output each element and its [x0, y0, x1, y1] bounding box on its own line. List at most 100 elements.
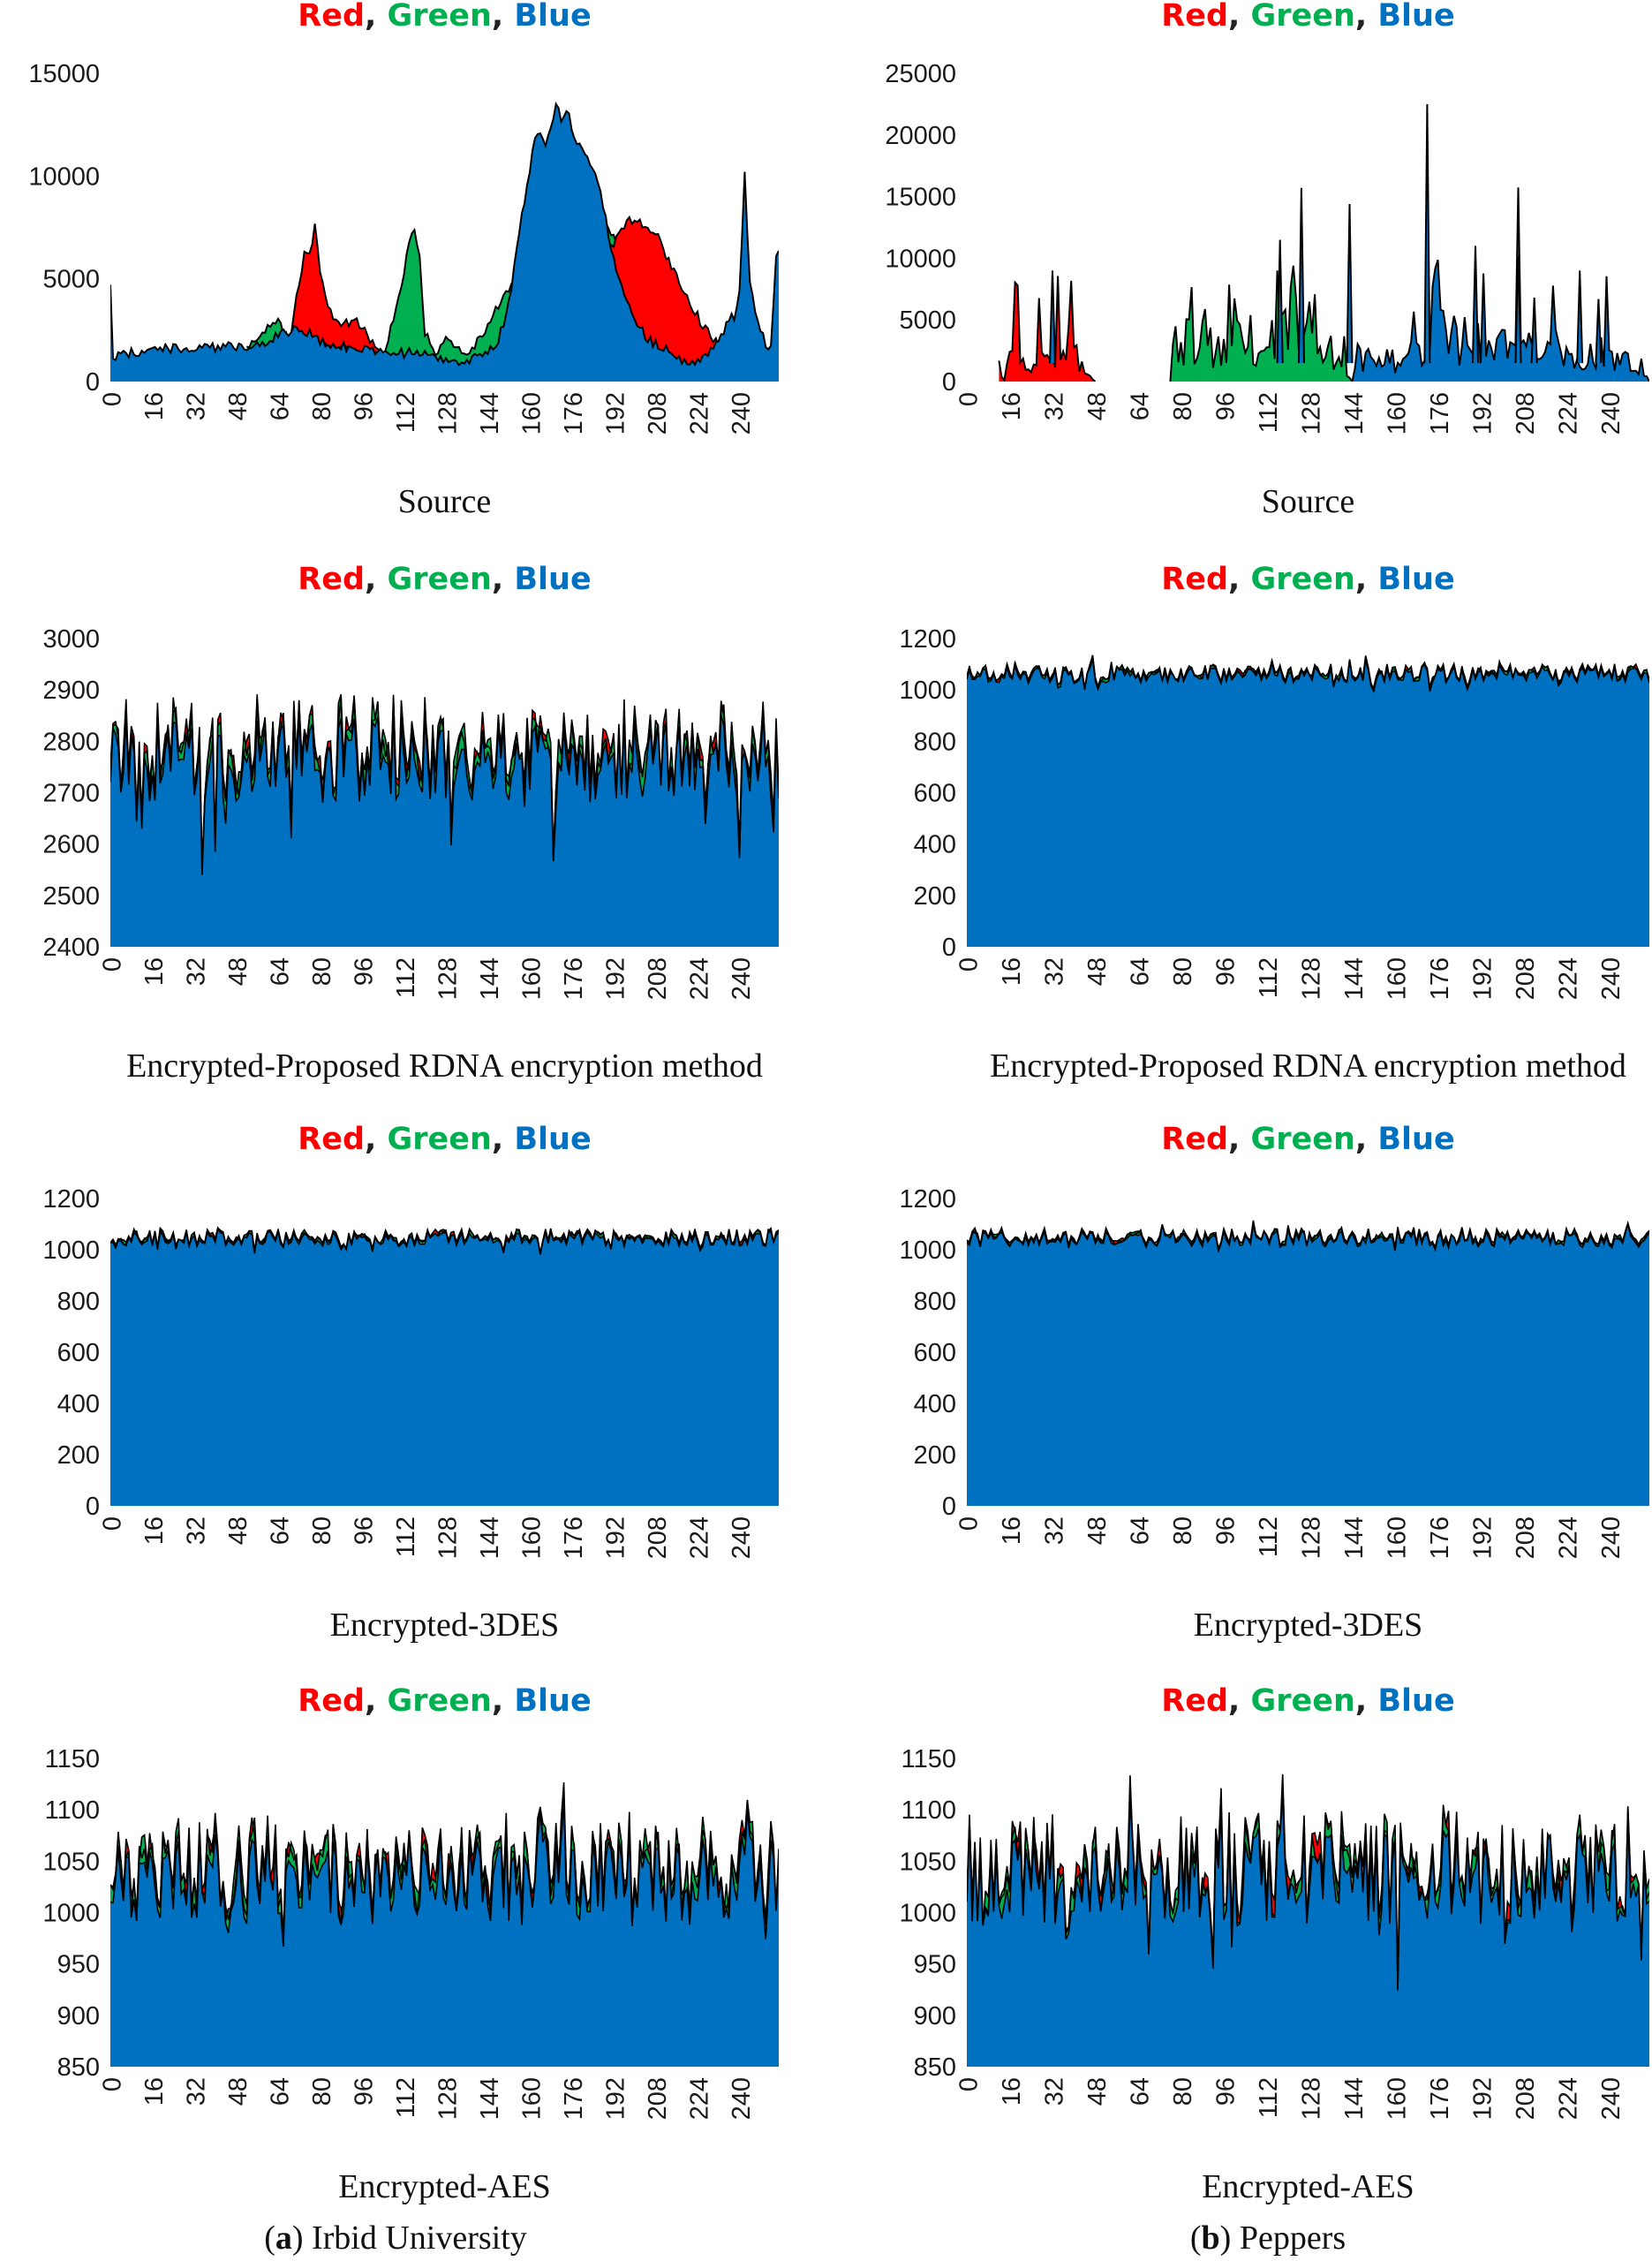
legend-separator: ,: [1355, 1683, 1377, 1719]
chart-b-1: Red, Green, Blue 0 200 400 600 800 1000 1200 0 16…: [899, 562, 1649, 1085]
x-tick-label: 48: [1083, 392, 1112, 420]
x-tick-label: 208: [1512, 2077, 1540, 2120]
x-tick-label: 64: [266, 1516, 294, 1545]
x-tick-label: 64: [1127, 957, 1155, 986]
series-outline-blue: [967, 658, 1649, 693]
legend-red: Red: [1161, 1683, 1228, 1719]
legend-blue: Blue: [514, 1683, 591, 1719]
spike: [1471, 246, 1479, 364]
x-tick-label: 176: [1426, 957, 1454, 1000]
series-blue-area: [110, 715, 779, 947]
legend-red: Red: [298, 0, 365, 34]
chart-b-3: Red, Green, Blue 850 900 950 1000 1050 1100 115…: [899, 1683, 1649, 2205]
x-tick-label: 144: [1340, 392, 1369, 435]
x-tick-label: 48: [1083, 1516, 1112, 1545]
chart-a-0-caption: Source: [398, 483, 492, 520]
legend-separator: ,: [365, 1122, 387, 1157]
y-tick-label: 950: [57, 1951, 100, 1979]
y-tick-label: 800: [57, 1288, 100, 1316]
y-tick-label: 950: [914, 1951, 956, 1979]
x-tick-label: 224: [1555, 957, 1583, 1000]
series-outline-blue: [110, 1228, 779, 1255]
y-tick-label: 1150: [901, 1745, 956, 1773]
y-tick-label: 2700: [42, 780, 100, 808]
x-tick-label: 240: [728, 2077, 756, 2120]
chart-b-1-legend: Red, Green, Blue: [1161, 562, 1454, 597]
chart-b-2: Red, Green, Blue 0 200 400 600 800 1000 1200 0 16…: [899, 1122, 1649, 1644]
x-tick-label: 176: [1426, 1516, 1454, 1559]
x-tick-label: 64: [266, 957, 294, 986]
y-tick-label: 2600: [42, 831, 100, 859]
y-tick-label: 600: [57, 1339, 100, 1367]
x-tick-label: 240: [1597, 392, 1626, 435]
x-tick-label: 160: [517, 2077, 546, 2120]
x-tick-label: 208: [644, 2077, 672, 2120]
y-tick-label: 2900: [42, 677, 100, 705]
y-tick-label: 3000: [42, 625, 100, 654]
column-caption-a-letter: a: [275, 2219, 292, 2257]
x-tick-label: 80: [1169, 1516, 1197, 1545]
series-red-outline: [277, 223, 384, 359]
y-tick-label: 200: [914, 1441, 956, 1470]
x-tick-label: 0: [955, 392, 984, 406]
legend-separator: ,: [1355, 1122, 1377, 1157]
chart-a-1-caption: Encrypted-Proposed RDNA encryption metho…: [126, 1047, 763, 1085]
legend-separator: ,: [492, 0, 514, 34]
x-tick-label: 32: [182, 2077, 210, 2106]
y-tick-label: 900: [57, 2002, 100, 2030]
x-tick-label: 176: [1426, 392, 1454, 435]
legend-red: Red: [1161, 1122, 1228, 1157]
y-tick-label: 900: [914, 2002, 956, 2030]
x-tick-label: 96: [1212, 957, 1241, 986]
legend-blue: Blue: [514, 0, 591, 34]
legend-separator: ,: [1228, 1122, 1250, 1157]
y-tick-label: 20000: [885, 122, 956, 150]
series-blue-area: [110, 1229, 779, 1506]
x-tick-label: 96: [350, 957, 378, 986]
y-tick-label: 1000: [899, 677, 956, 705]
x-tick-label: 96: [1212, 392, 1241, 420]
chart-a-3-legend: Red, Green, Blue: [298, 1683, 591, 1719]
legend-green: Green: [388, 1683, 492, 1719]
y-tick-label: 0: [86, 1493, 100, 1521]
spike: [1346, 203, 1354, 364]
x-tick-label: 48: [1083, 2077, 1112, 2106]
x-tick-label: 96: [1212, 2077, 1241, 2106]
x-tick-label: 160: [517, 957, 546, 1000]
x-tick-label: 192: [1469, 392, 1497, 435]
x-tick-label: 64: [266, 2077, 294, 2106]
legend-green: Green: [1251, 1122, 1355, 1157]
y-tick-label: 850: [57, 2053, 100, 2082]
x-tick-label: 32: [1041, 957, 1069, 986]
x-tick-label: 240: [1597, 1516, 1626, 1559]
legend-blue: Blue: [514, 1122, 591, 1157]
x-tick-label: 0: [98, 392, 126, 406]
x-tick-label: 144: [1340, 957, 1369, 1000]
series-outline-blue: [967, 1223, 1649, 1254]
chart-a-3: Red, Green, Blue 850 900 950 1000 1050 1100 115…: [42, 1683, 779, 2205]
y-tick-label: 1000: [42, 1900, 100, 1928]
x-tick-label: 208: [1512, 1516, 1540, 1559]
legend-separator: ,: [492, 1683, 514, 1719]
chart-b-1-plot-area: [967, 654, 1649, 947]
x-tick-label: 48: [224, 957, 253, 986]
y-tick-label: 1050: [899, 1848, 956, 1876]
spike: [1276, 239, 1284, 364]
chart-b-1-caption: Encrypted-Proposed RDNA encryption metho…: [990, 1047, 1626, 1085]
x-tick-label: 0: [955, 957, 984, 972]
x-tick-label: 48: [1083, 957, 1112, 986]
x-tick-label: 160: [517, 1516, 546, 1559]
series-red-outline: [602, 215, 725, 354]
x-tick-label: 176: [1426, 2077, 1454, 2120]
x-tick-label: 16: [998, 392, 1026, 420]
y-tick-label: 10000: [885, 245, 956, 273]
chart-a-1: Red, Green, Blue240025002600270028002900…: [42, 562, 779, 1085]
legend-green: Green: [1251, 0, 1355, 34]
series-red-outline: [998, 276, 1097, 382]
legend-separator: ,: [1228, 562, 1250, 597]
chart-b-3-caption: Encrypted-AES: [1202, 2168, 1414, 2205]
x-tick-label: 64: [266, 392, 294, 420]
x-tick-label: 112: [392, 392, 420, 433]
x-tick-label: 192: [601, 2077, 630, 2120]
x-tick-label: 80: [308, 957, 336, 986]
